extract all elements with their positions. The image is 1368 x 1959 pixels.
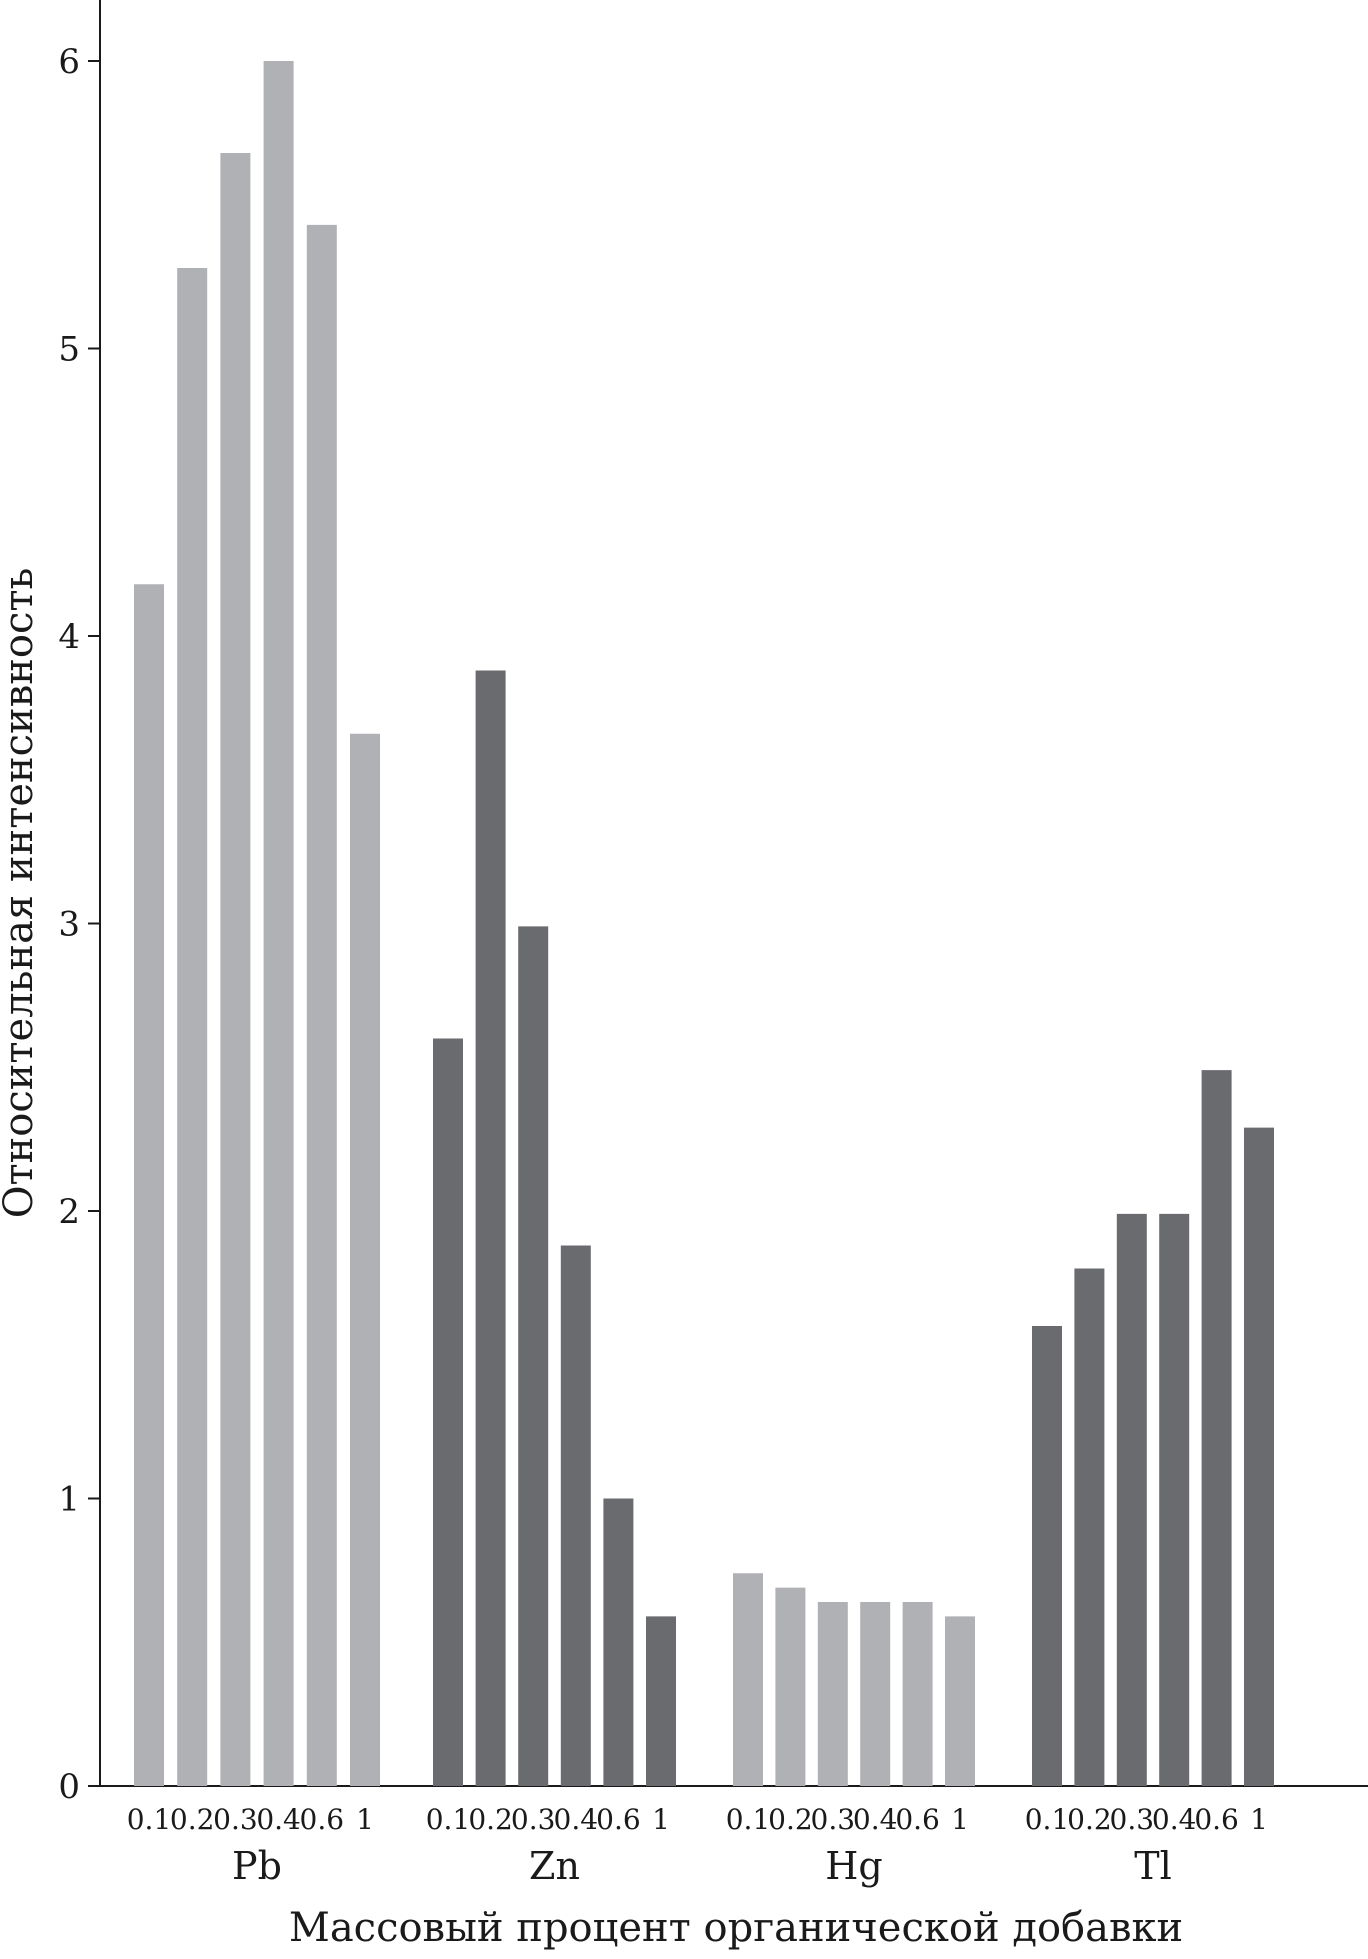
y-tick-label: 2	[58, 1192, 80, 1232]
x-axis-title: Массовый процент органической добавки	[289, 1905, 1183, 1951]
bar-tl-0.2	[1074, 1268, 1105, 1786]
category-label: 0.2	[768, 1803, 813, 1836]
bar-hg-0.3	[817, 1602, 848, 1786]
y-tick-label: 5	[58, 330, 80, 370]
bar-hg-0.4	[860, 1602, 891, 1786]
bar-zn-0.4	[560, 1245, 591, 1786]
group-label-zn: Zn	[529, 1844, 580, 1888]
category-label: 0.2	[1067, 1803, 1112, 1836]
category-label: 0.2	[170, 1803, 215, 1836]
category-label: 0.6	[596, 1803, 641, 1836]
category-label: 1	[652, 1803, 670, 1836]
category-label: 0.4	[853, 1803, 898, 1836]
bar-pb-0.4	[263, 61, 294, 1786]
y-tick-label: 4	[58, 617, 80, 657]
group-label-pb: Pb	[232, 1844, 282, 1888]
bar-tl-1	[1244, 1127, 1274, 1786]
category-label: 0.3	[511, 1803, 556, 1836]
bar-pb-0.2	[177, 268, 208, 1786]
bar-zn-0.2	[475, 670, 506, 1786]
category-label: 0.3	[213, 1803, 258, 1836]
bar-tl-0.1	[1032, 1326, 1062, 1786]
category-label: 0.4	[256, 1803, 301, 1836]
bar-tl-0.4	[1159, 1213, 1190, 1786]
category-label: 0.3	[811, 1803, 856, 1836]
category-label: 0.6	[300, 1803, 345, 1836]
bar-pb-0.6	[306, 224, 337, 1786]
category-label: 1	[356, 1803, 374, 1836]
category-label: 0.1	[1025, 1803, 1070, 1836]
bar-zn-1	[646, 1616, 676, 1786]
category-label: 0.6	[895, 1803, 940, 1836]
y-tick-label: 3	[58, 905, 80, 945]
category-label: 1	[1250, 1803, 1268, 1836]
category-label: 0.4	[554, 1803, 599, 1836]
y-axis-title: Относительная интенсивность	[0, 568, 42, 1219]
category-label: 0.1	[127, 1803, 172, 1836]
bar-hg-0.6	[902, 1602, 933, 1786]
bar-zn-0.3	[518, 926, 549, 1786]
category-label: 0.1	[726, 1803, 771, 1836]
bar-hg-0.1	[733, 1573, 763, 1786]
category-label: 0.3	[1110, 1803, 1155, 1836]
category-label: 0.1	[426, 1803, 471, 1836]
category-label: 0.2	[468, 1803, 513, 1836]
bar-pb-0.3	[220, 153, 251, 1786]
bar-zn-0.6	[603, 1498, 634, 1786]
bar-zn-0.1	[433, 1038, 463, 1786]
group-label-hg: Hg	[825, 1844, 882, 1888]
bar-tl-0.6	[1201, 1070, 1232, 1786]
y-tick-label: 1	[58, 1480, 80, 1520]
bar-pb-1	[350, 733, 380, 1786]
category-label: 0.6	[1194, 1803, 1239, 1836]
category-label: 1	[951, 1803, 969, 1836]
y-tick-label: 0	[58, 1767, 80, 1807]
bar-series	[134, 61, 1274, 1786]
group-label-tl: Tl	[1134, 1844, 1172, 1888]
category-label: 0.4	[1152, 1803, 1197, 1836]
y-axis-ticks: 0 1 2 3 4 5 6	[58, 42, 100, 1807]
bar-tl-0.3	[1116, 1213, 1147, 1786]
bar-hg-0.2	[775, 1587, 806, 1786]
y-tick-label: 6	[58, 42, 80, 82]
bar-pb-0.1	[134, 584, 164, 1786]
bar-hg-1	[945, 1616, 975, 1786]
